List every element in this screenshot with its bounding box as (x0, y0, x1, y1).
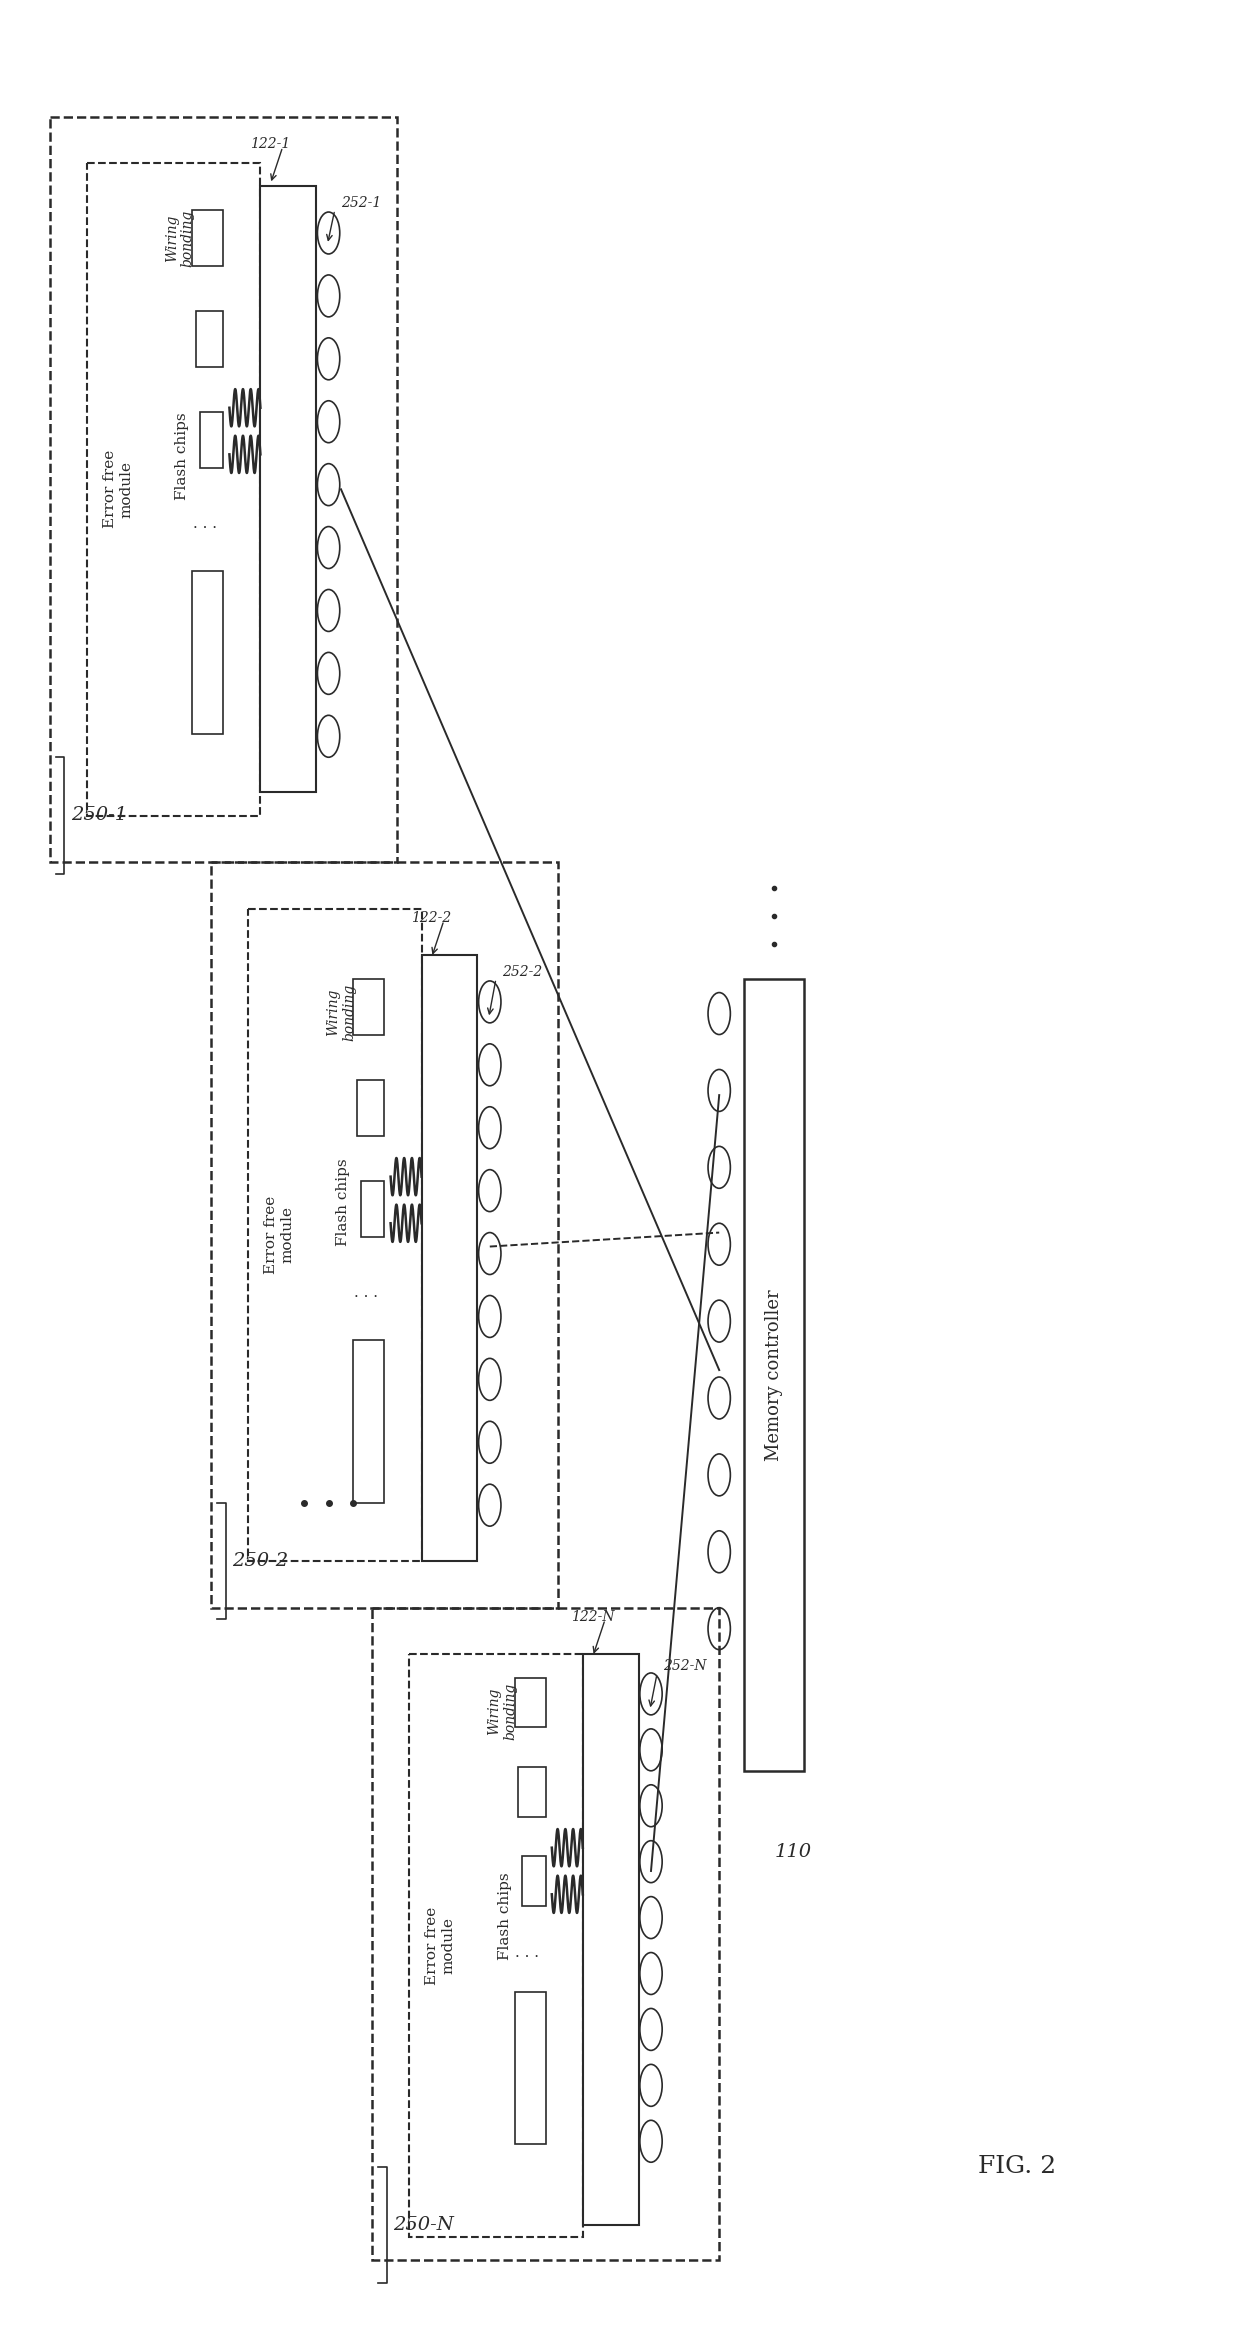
Polygon shape (353, 979, 384, 1035)
Polygon shape (744, 979, 804, 1771)
Text: Memory controller: Memory controller (765, 1288, 782, 1461)
Text: 252-1: 252-1 (341, 196, 381, 210)
Polygon shape (361, 1181, 384, 1237)
Text: FIG. 2: FIG. 2 (977, 2155, 1056, 2179)
Polygon shape (196, 310, 223, 366)
Polygon shape (583, 1654, 639, 2225)
Text: Flash chips: Flash chips (497, 1873, 512, 1960)
Polygon shape (422, 955, 477, 1561)
Text: Wiring
bonding: Wiring bonding (165, 210, 195, 268)
Text: 250-2: 250-2 (232, 1552, 288, 1570)
Polygon shape (192, 571, 223, 734)
Polygon shape (192, 210, 223, 266)
Polygon shape (260, 186, 316, 792)
Polygon shape (200, 412, 223, 468)
Text: Flash chips: Flash chips (175, 412, 190, 501)
Polygon shape (353, 1340, 384, 1503)
Text: . . .: . . . (353, 1286, 378, 1300)
Text: Error free
module: Error free module (264, 1195, 294, 1275)
Text: . . .: . . . (515, 1946, 539, 1960)
Text: 110: 110 (775, 1843, 812, 1862)
Text: 252-2: 252-2 (502, 965, 542, 979)
Polygon shape (518, 1766, 546, 1817)
Text: Error free
module: Error free module (425, 1906, 455, 1985)
Text: 122-N: 122-N (570, 1610, 615, 1624)
Polygon shape (522, 1857, 546, 1906)
Text: 122-2: 122-2 (412, 911, 451, 925)
Text: 250-1: 250-1 (71, 806, 126, 825)
Text: 252-N: 252-N (663, 1659, 707, 1673)
Text: Flash chips: Flash chips (336, 1158, 351, 1247)
Polygon shape (515, 1992, 546, 2144)
Text: 250-N: 250-N (393, 2216, 454, 2234)
Text: Wiring
bonding: Wiring bonding (326, 983, 356, 1042)
Polygon shape (515, 1678, 546, 1727)
Text: . . .: . . . (192, 517, 217, 531)
Text: Error free
module: Error free module (103, 450, 133, 529)
Text: 122-1: 122-1 (250, 137, 290, 151)
Text: Wiring
bonding: Wiring bonding (487, 1682, 517, 1741)
Polygon shape (357, 1079, 384, 1135)
